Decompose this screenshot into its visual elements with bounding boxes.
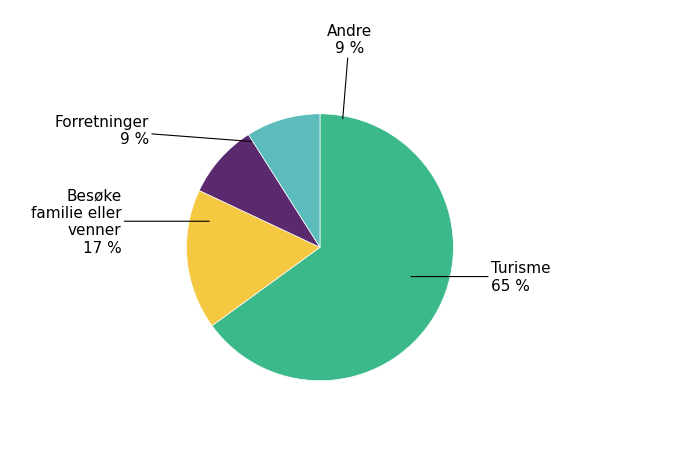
Wedge shape: [249, 114, 320, 248]
Text: Turisme
65 %: Turisme 65 %: [411, 261, 551, 293]
Text: Forretninger
9 %: Forretninger 9 %: [55, 115, 252, 147]
Wedge shape: [212, 114, 454, 381]
Text: Besøke
familie eller
venner
17 %: Besøke familie eller venner 17 %: [31, 188, 209, 255]
Wedge shape: [187, 191, 320, 326]
Wedge shape: [199, 135, 320, 248]
Text: Andre
9 %: Andre 9 %: [327, 24, 372, 119]
